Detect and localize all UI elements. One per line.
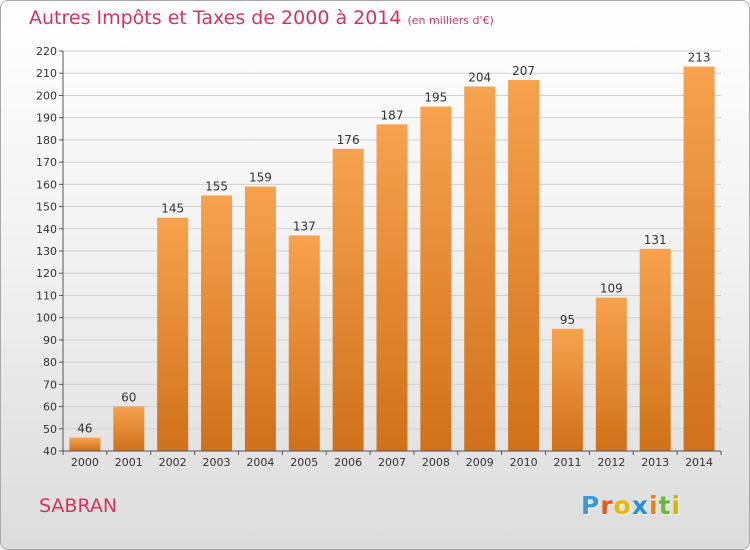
chart-title: Autres Impôts et Taxes de 2000 à 2014 (en… bbox=[29, 7, 494, 29]
bar bbox=[420, 106, 452, 452]
x-tick-label: 2012 bbox=[597, 456, 625, 469]
logo-letter: o bbox=[613, 491, 632, 520]
y-tick-label: 130 bbox=[36, 245, 57, 258]
bar-value-label: 187 bbox=[381, 108, 404, 122]
bar bbox=[201, 195, 233, 451]
bar bbox=[464, 86, 496, 452]
x-tick-label: 2000 bbox=[71, 456, 99, 469]
axes: 40 50 60 70 80 90 100 110 120 130 140 150 160 170 180 1… bbox=[36, 45, 722, 469]
bar bbox=[639, 248, 671, 451]
x-tick-label: 2004 bbox=[246, 456, 274, 469]
bar-value-label: 95 bbox=[560, 313, 575, 327]
bar bbox=[157, 217, 189, 451]
x-tick-label: 2001 bbox=[115, 456, 143, 469]
bar bbox=[288, 235, 320, 451]
bar-value-label: 131 bbox=[644, 233, 667, 247]
x-tick-label: 2002 bbox=[159, 456, 187, 469]
proxiti-logo[interactable]: Proxiti bbox=[581, 491, 681, 520]
y-tick-label: 210 bbox=[36, 67, 57, 80]
y-tick-label: 160 bbox=[36, 178, 57, 191]
x-tick-label: 2009 bbox=[466, 456, 494, 469]
chart-subtitle: (en milliers d'€) bbox=[407, 14, 494, 27]
y-tick-label: 100 bbox=[36, 312, 57, 325]
y-tick-label: 70 bbox=[43, 378, 57, 391]
chart-title-text: Autres Impôts et Taxes de 2000 à 2014 bbox=[29, 7, 402, 29]
y-tick-label: 90 bbox=[43, 334, 57, 347]
bar bbox=[244, 186, 276, 452]
logo-letter: i bbox=[649, 491, 659, 520]
y-tick-label: 120 bbox=[36, 267, 57, 280]
y-tick-label: 40 bbox=[43, 445, 57, 458]
x-tick-label: 2005 bbox=[290, 456, 318, 469]
y-tick-label: 80 bbox=[43, 356, 57, 369]
y-tick-label: 150 bbox=[36, 201, 57, 214]
x-tick-label: 2011 bbox=[553, 456, 581, 469]
bar-value-label: 109 bbox=[600, 282, 623, 296]
bar bbox=[332, 148, 364, 451]
bar-value-label: 46 bbox=[77, 422, 92, 436]
logo-letter: r bbox=[600, 491, 614, 520]
y-tick-label: 190 bbox=[36, 112, 57, 125]
bar-value-label: 207 bbox=[512, 64, 535, 78]
bar bbox=[508, 79, 540, 451]
x-tick-label: 2013 bbox=[641, 456, 669, 469]
y-tick-label: 140 bbox=[36, 223, 57, 236]
bar-value-label: 176 bbox=[337, 133, 360, 147]
commune-name: SABRAN bbox=[39, 495, 118, 517]
bar bbox=[683, 66, 715, 452]
y-tick-label: 180 bbox=[36, 134, 57, 147]
x-tick-label: 2008 bbox=[422, 456, 450, 469]
x-tick-label: 2007 bbox=[378, 456, 406, 469]
logo-letter: i bbox=[671, 491, 682, 520]
logo-letter: P bbox=[581, 491, 601, 520]
x-tick-label: 2014 bbox=[685, 456, 713, 469]
bar-value-label: 60 bbox=[121, 391, 136, 405]
y-tick-label: 170 bbox=[36, 156, 57, 169]
bar bbox=[69, 437, 101, 451]
bar-value-label: 155 bbox=[205, 179, 228, 193]
bar bbox=[113, 406, 145, 451]
logo-letter: t bbox=[658, 491, 672, 520]
y-tick-label: 220 bbox=[36, 45, 57, 58]
bar bbox=[376, 124, 408, 451]
y-tick-label: 60 bbox=[43, 401, 57, 414]
x-tick-label: 2006 bbox=[334, 456, 362, 469]
x-tick-label: 2003 bbox=[203, 456, 231, 469]
bar-value-label: 204 bbox=[468, 71, 491, 85]
y-tick-label: 110 bbox=[36, 289, 57, 302]
bar-value-label: 145 bbox=[161, 202, 184, 216]
bar bbox=[551, 328, 583, 451]
logo-letter: x bbox=[631, 491, 649, 520]
bar-value-label: 213 bbox=[688, 51, 711, 65]
bar-value-label: 137 bbox=[293, 219, 316, 233]
bar-value-label: 159 bbox=[249, 171, 272, 185]
bar bbox=[595, 297, 627, 451]
y-tick-label: 200 bbox=[36, 89, 57, 102]
bars: 46 60 145 155 159 137 176 187 195 204 207 95 109 131 2… bbox=[69, 51, 715, 452]
x-tick-label: 2010 bbox=[510, 456, 538, 469]
y-tick-label: 50 bbox=[43, 423, 57, 436]
bar-value-label: 195 bbox=[424, 91, 447, 105]
